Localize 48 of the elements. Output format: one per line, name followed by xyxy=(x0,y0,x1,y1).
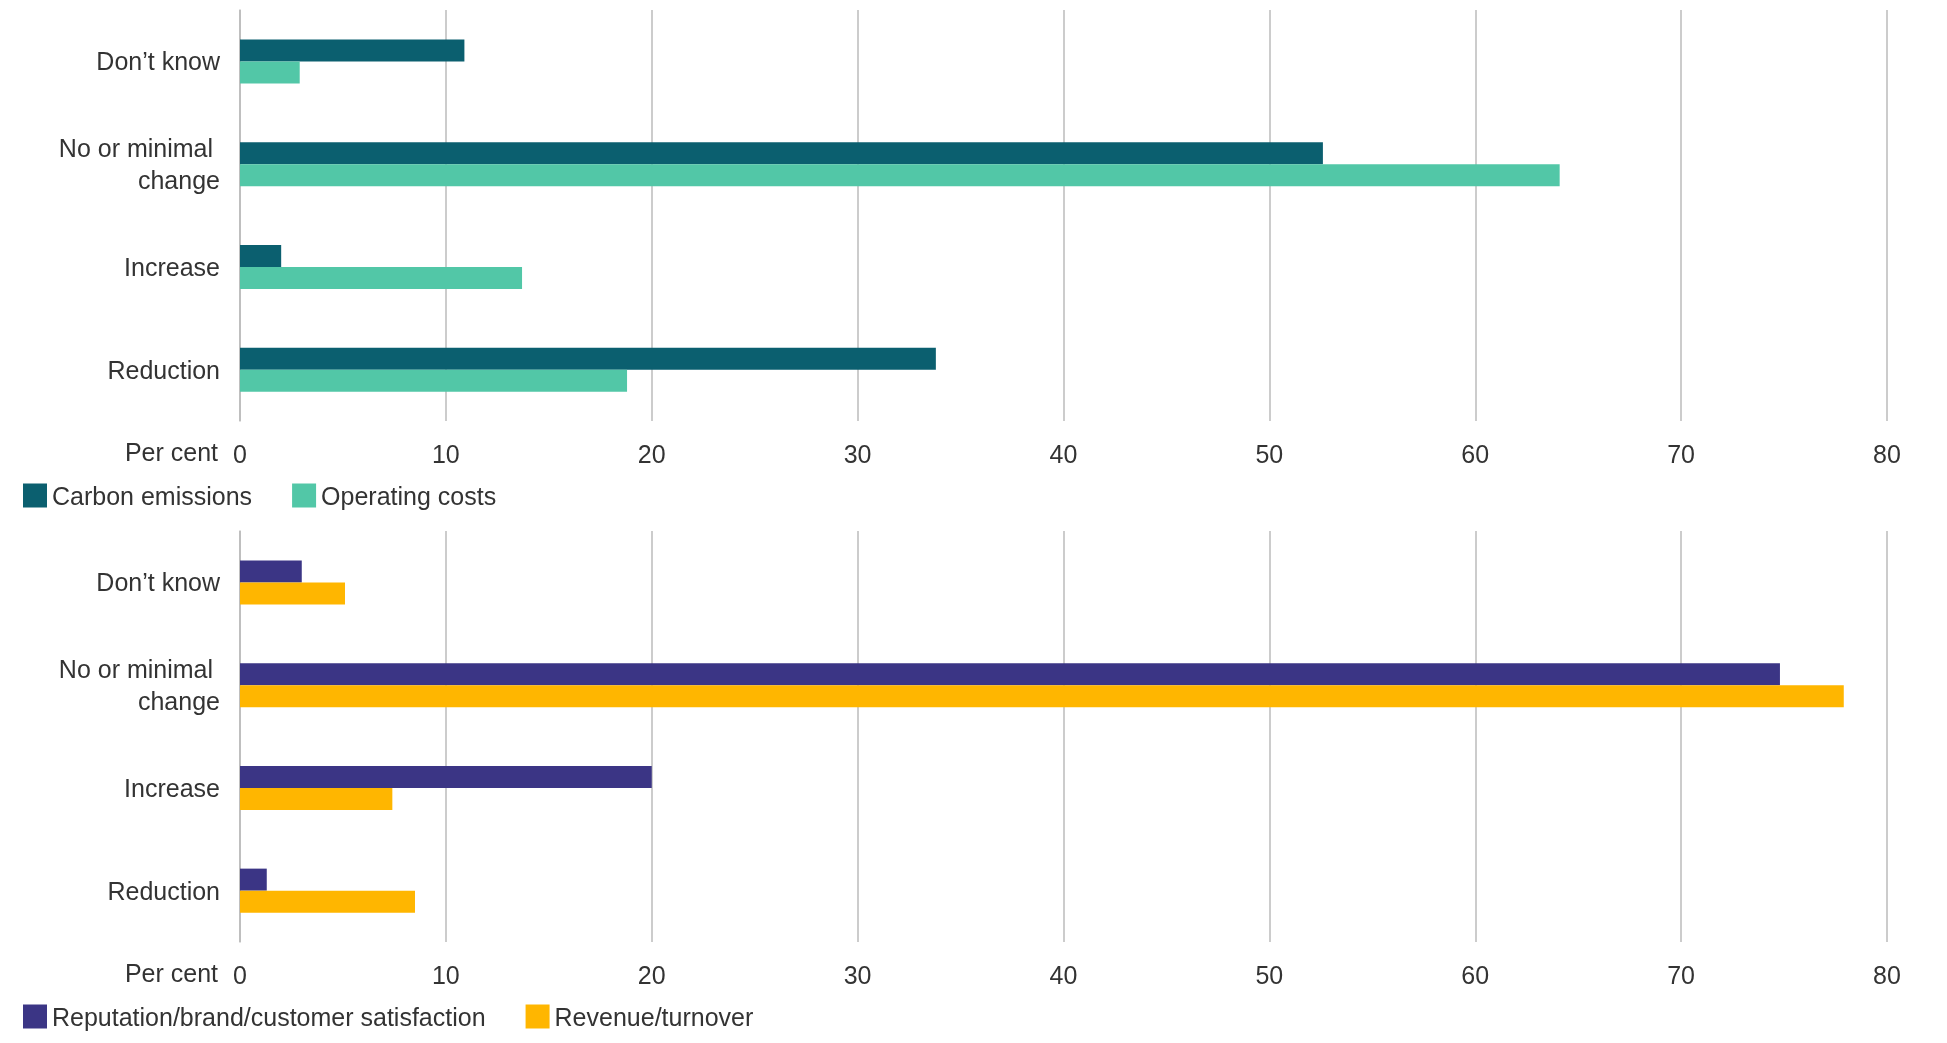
x-tick-label: 0 xyxy=(233,960,247,989)
x-tick-label: 60 xyxy=(1461,439,1490,468)
x-tick-label: 30 xyxy=(843,960,872,989)
y-tick-label: No or minimal change xyxy=(58,134,220,195)
bar xyxy=(240,142,1323,165)
legend-label: Revenue/turnover xyxy=(554,1002,754,1031)
y-tick-label: No or minimal change xyxy=(58,655,220,716)
x-tick-label: 20 xyxy=(637,439,666,468)
bar xyxy=(240,244,282,267)
x-tick-label: 60 xyxy=(1461,960,1490,989)
bar xyxy=(240,663,1780,686)
x-tick-label: 70 xyxy=(1667,960,1696,989)
x-tick-label: 80 xyxy=(1873,960,1901,989)
bar xyxy=(240,787,393,810)
bar xyxy=(240,765,652,788)
x-tick-label: 80 xyxy=(1873,439,1901,468)
x-tick-label: 0 xyxy=(233,439,247,468)
bar xyxy=(240,39,465,62)
bar xyxy=(240,868,267,891)
legend-label: Reputation/brand/customer satisfaction xyxy=(52,1002,486,1031)
x-tick-label: 50 xyxy=(1255,439,1284,468)
bar xyxy=(240,61,300,84)
x-tick-label: 40 xyxy=(1049,439,1078,468)
x-tick-label: 30 xyxy=(843,439,872,468)
x-tick-label: 50 xyxy=(1255,960,1284,989)
y-tick-label: Increase xyxy=(124,773,220,802)
legend-label: Carbon emissions xyxy=(52,481,253,510)
legend-label: Operating costs xyxy=(321,481,497,510)
x-tick-label: 10 xyxy=(431,960,460,989)
bar xyxy=(240,164,1560,187)
x-axis-title: Per cent xyxy=(124,958,219,987)
y-tick-label: Don’t know xyxy=(96,47,221,76)
x-tick-label: 40 xyxy=(1049,960,1078,989)
y-tick-label: Reduction xyxy=(107,876,220,905)
bar xyxy=(240,347,936,370)
x-tick-label: 10 xyxy=(431,439,460,468)
bar xyxy=(240,582,345,605)
bar xyxy=(240,560,302,583)
y-tick-label: Reduction xyxy=(107,355,220,384)
x-tick-label: 70 xyxy=(1667,439,1696,468)
bar xyxy=(240,266,523,289)
x-tick-label: 20 xyxy=(637,960,666,989)
y-tick-label: Increase xyxy=(124,252,220,281)
bar xyxy=(240,369,628,392)
bar xyxy=(240,890,415,913)
y-tick-label: Don’t know xyxy=(96,568,221,597)
x-axis-title: Per cent xyxy=(124,437,219,466)
bar xyxy=(240,685,1844,708)
